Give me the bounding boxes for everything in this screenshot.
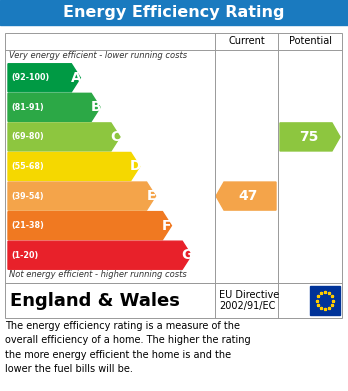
Text: Current: Current [228,36,265,47]
Text: (21-38): (21-38) [11,221,44,230]
Text: (81-91): (81-91) [11,103,44,112]
Text: 75: 75 [299,130,319,144]
Bar [5,283,342,318]
Text: 2002/91/EC: 2002/91/EC [219,301,275,310]
Bar [5,33,342,283]
Text: EU Directive: EU Directive [219,291,279,301]
Polygon shape [8,182,156,210]
Text: Not energy efficient - higher running costs: Not energy efficient - higher running co… [9,270,187,279]
Text: Very energy efficient - lower running costs: Very energy efficient - lower running co… [9,51,187,60]
Polygon shape [216,182,276,210]
Polygon shape [8,123,120,151]
Polygon shape [8,212,172,240]
Text: (92-100): (92-100) [11,73,49,82]
Text: (1-20): (1-20) [11,251,38,260]
Text: England & Wales: England & Wales [10,292,180,310]
Text: G: G [181,248,192,262]
Text: A: A [71,71,81,85]
Text: B: B [90,100,101,114]
Text: 47: 47 [238,189,258,203]
Text: Energy Efficiency Rating: Energy Efficiency Rating [63,5,285,20]
Text: C: C [110,130,121,144]
Text: (39-54): (39-54) [11,192,44,201]
Text: F: F [162,219,172,233]
Polygon shape [8,152,140,181]
Polygon shape [280,123,340,151]
Bar [0,0,348,25]
Text: (69-80): (69-80) [11,133,44,142]
Bar [310,286,340,315]
Text: D: D [129,160,141,174]
Polygon shape [8,241,191,269]
Text: The energy efficiency rating is a measure of the
overall efficiency of a home. T: The energy efficiency rating is a measur… [5,321,251,374]
Polygon shape [8,64,80,92]
Text: Potential: Potential [288,36,332,47]
Text: E: E [147,189,156,203]
Polygon shape [8,93,100,121]
Text: (55-68): (55-68) [11,162,44,171]
